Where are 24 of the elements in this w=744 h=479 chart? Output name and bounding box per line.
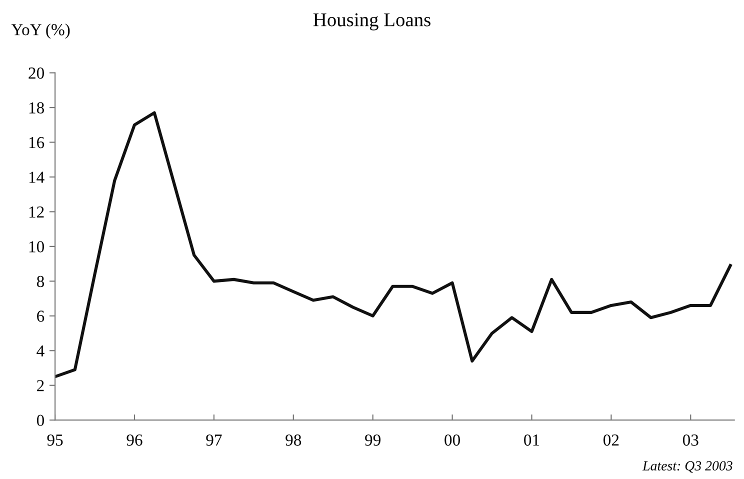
x-tick-label: 96 — [126, 434, 142, 446]
chart-title: Housing Loans — [313, 13, 430, 30]
x-tick-label: 99 — [365, 434, 380, 446]
y-tick-label: 10 — [29, 241, 44, 252]
y-axis-title: YoY (%) — [11, 24, 70, 39]
x-tick-label: 01 — [524, 434, 540, 446]
y-tick-label: 8 — [36, 276, 44, 288]
y-tick-label: 0 — [36, 414, 44, 426]
x-tick-label: 98 — [286, 434, 302, 446]
x-tick-label: 03 — [682, 434, 698, 446]
y-tick-label: 2 — [37, 380, 44, 392]
x-tick-label: 02 — [603, 434, 619, 446]
y-tick-label: 12 — [29, 206, 44, 218]
y-tick-label: 6 — [37, 310, 44, 322]
x-tick-label: 97 — [206, 434, 222, 446]
x-tick-label: 00 — [444, 434, 460, 446]
y-tick-label: 18 — [29, 102, 44, 114]
y-tick-label: 16 — [29, 137, 44, 148]
text: Latest: Q3 2003 — [642, 461, 732, 473]
line-series — [55, 111, 732, 378]
y-tick-label: 20 — [28, 68, 44, 79]
x-tick-label: 95 — [47, 434, 63, 446]
y-tick-label: 4 — [36, 345, 44, 356]
y-tick-label: 14 — [29, 172, 44, 183]
